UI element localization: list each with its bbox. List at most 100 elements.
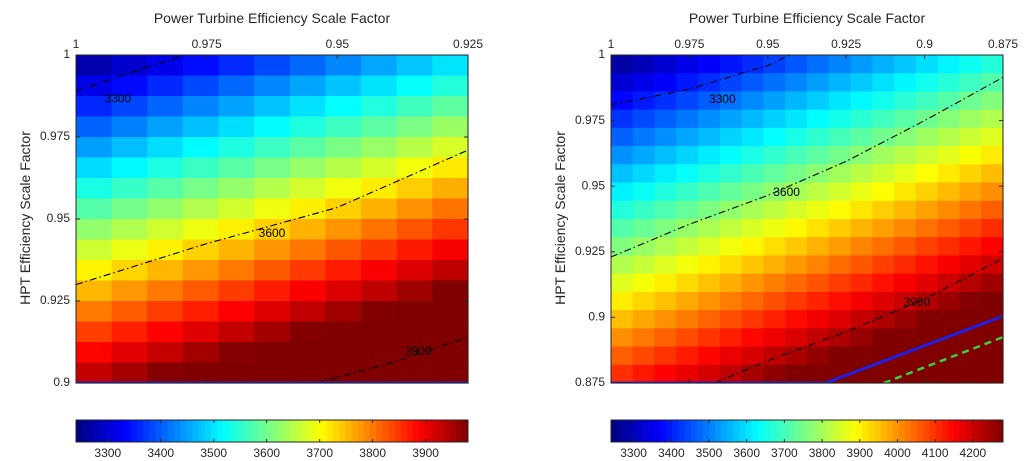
colorbar-segment bbox=[923, 420, 931, 442]
heatmap-cell bbox=[676, 182, 699, 202]
heatmap-cell bbox=[289, 362, 327, 384]
colorbar-segment bbox=[198, 420, 206, 442]
heatmap-cell bbox=[218, 219, 255, 241]
heatmap-cell bbox=[432, 137, 469, 159]
heatmap-cell bbox=[719, 291, 743, 311]
heatmap-cell bbox=[361, 137, 398, 159]
heatmap-cell bbox=[676, 200, 699, 220]
heatmap-cell bbox=[218, 137, 255, 159]
colorbar-segment bbox=[247, 420, 255, 442]
heatmap-cell bbox=[785, 182, 808, 202]
contour-label: 3900 bbox=[405, 344, 432, 358]
heatmap-cell bbox=[719, 164, 743, 184]
heatmap-cell bbox=[872, 364, 895, 384]
colorbar-segment bbox=[82, 420, 89, 442]
heatmap-cell bbox=[915, 291, 939, 311]
colorbar-segment bbox=[684, 420, 692, 442]
heatmap-cell bbox=[289, 301, 327, 323]
colorbar-segment bbox=[672, 420, 679, 442]
heatmap-cell bbox=[611, 219, 634, 238]
heatmap-cell bbox=[76, 116, 113, 138]
heatmap-cell bbox=[763, 364, 786, 384]
colorbar-segment bbox=[947, 420, 955, 442]
colorbar-segment bbox=[984, 420, 992, 442]
heatmap-cell bbox=[915, 310, 939, 329]
heatmap-cell bbox=[76, 198, 113, 220]
heatmap-cell bbox=[182, 198, 220, 220]
heatmap-cell bbox=[654, 291, 677, 311]
colorbar-segment bbox=[898, 420, 906, 442]
colorbar-segment bbox=[155, 420, 163, 442]
colorbar-segment bbox=[954, 420, 961, 442]
chart-left-colorbar: 3300 3400 3500 3600 3700 3800 3900 bbox=[75, 419, 469, 460]
heatmap-cell bbox=[396, 219, 433, 241]
heatmap-cell bbox=[807, 127, 830, 147]
heatmap-cell bbox=[698, 237, 721, 257]
heatmap-cell bbox=[111, 321, 148, 343]
colorbar-segment bbox=[278, 420, 285, 442]
heatmap-cell bbox=[182, 260, 220, 282]
heatmap-cell bbox=[894, 55, 917, 74]
heatmap-cell bbox=[981, 109, 1004, 129]
heatmap-cell bbox=[147, 55, 184, 77]
heatmap-cell bbox=[741, 91, 765, 111]
heatmap-cell bbox=[850, 219, 873, 238]
colorbar-tick-label: 3300 bbox=[620, 446, 647, 460]
y-tick-label: 1 bbox=[598, 47, 605, 61]
heatmap-cell bbox=[76, 178, 113, 200]
heatmap-cell bbox=[807, 291, 830, 311]
heatmap-cell bbox=[719, 200, 743, 220]
colorbar-segment bbox=[88, 420, 95, 442]
heatmap-cell bbox=[218, 342, 255, 364]
heatmap-cell bbox=[915, 127, 939, 147]
heatmap-cell bbox=[76, 301, 113, 323]
heatmap-cell bbox=[432, 219, 469, 241]
heatmap-cell bbox=[654, 127, 677, 147]
heatmap-cell bbox=[111, 362, 148, 384]
heatmap-cell bbox=[959, 164, 982, 184]
heatmap-cell bbox=[654, 109, 677, 129]
colorbar-segment bbox=[751, 420, 759, 442]
colorbar-segment bbox=[345, 420, 353, 442]
heatmap-cell bbox=[361, 260, 398, 282]
heatmap-cell bbox=[785, 346, 808, 366]
heatmap-cell bbox=[763, 127, 786, 147]
heatmap-cell bbox=[361, 342, 398, 364]
heatmap-cell bbox=[289, 280, 327, 302]
heatmap-cell bbox=[937, 291, 961, 311]
colorbar-segment bbox=[635, 420, 643, 442]
heatmap-cell bbox=[254, 178, 291, 200]
heatmap-cell bbox=[76, 362, 113, 384]
colorbar-segment bbox=[327, 420, 334, 442]
colorbar-tick-label: 3400 bbox=[658, 446, 685, 460]
heatmap-cell bbox=[719, 219, 743, 238]
heatmap-cell bbox=[698, 273, 721, 293]
heatmap-cell bbox=[937, 200, 961, 220]
heatmap-cell bbox=[654, 310, 677, 329]
chart-left-heatmap bbox=[76, 55, 469, 384]
chart-left-title: Power Turbine Efficiency Scale Factor bbox=[154, 10, 391, 26]
heatmap-cell bbox=[361, 55, 398, 77]
heatmap-cell bbox=[741, 310, 765, 329]
heatmap-cell bbox=[654, 219, 677, 238]
heatmap-cell bbox=[981, 73, 1004, 93]
colorbar-tick-label: 3600 bbox=[733, 446, 760, 460]
colorbar-segment bbox=[966, 420, 973, 442]
heatmap-cell bbox=[894, 291, 917, 311]
heatmap-cell bbox=[432, 280, 469, 302]
heatmap-cell bbox=[396, 178, 433, 200]
heatmap-cell bbox=[289, 178, 327, 200]
heatmap-cell bbox=[785, 200, 808, 220]
heatmap-cell bbox=[654, 182, 677, 202]
heatmap-cell bbox=[632, 219, 656, 238]
heatmap-cell bbox=[632, 364, 656, 384]
heatmap-cell bbox=[763, 237, 786, 257]
heatmap-cell bbox=[289, 137, 327, 159]
colorbar-segment bbox=[813, 420, 820, 442]
heatmap-cell bbox=[828, 164, 852, 184]
x-tick-label: 0.875 bbox=[988, 37, 1018, 51]
heatmap-cell bbox=[289, 321, 327, 343]
heatmap-cell bbox=[289, 239, 327, 261]
heatmap-cell bbox=[741, 219, 765, 238]
heatmap-cell bbox=[325, 55, 362, 77]
